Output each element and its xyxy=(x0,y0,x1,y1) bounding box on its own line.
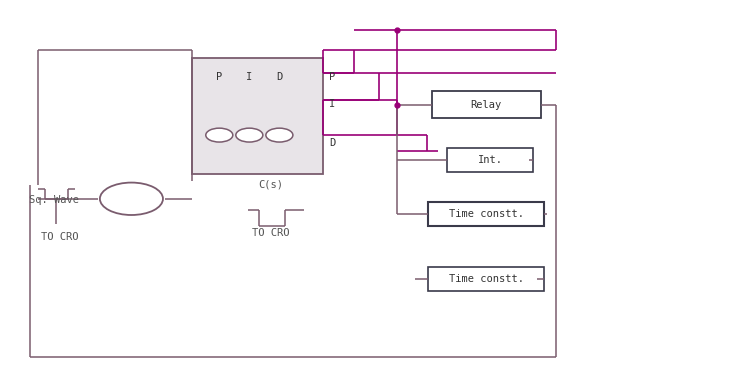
Text: I: I xyxy=(246,72,252,82)
Text: TO CRO: TO CRO xyxy=(252,228,289,238)
Text: Time constt.: Time constt. xyxy=(449,209,523,219)
Text: P: P xyxy=(329,72,335,82)
Text: I: I xyxy=(329,99,335,109)
Circle shape xyxy=(236,128,263,142)
Text: C(s): C(s) xyxy=(258,179,283,189)
FancyBboxPatch shape xyxy=(447,148,533,172)
Text: Int.: Int. xyxy=(478,155,502,165)
Text: TO CRO: TO CRO xyxy=(41,232,79,242)
FancyBboxPatch shape xyxy=(428,202,544,226)
Circle shape xyxy=(206,128,233,142)
FancyBboxPatch shape xyxy=(428,267,544,291)
Text: Time constt.: Time constt. xyxy=(449,274,523,284)
Circle shape xyxy=(266,128,293,142)
Text: D: D xyxy=(329,138,335,148)
FancyBboxPatch shape xyxy=(432,91,541,118)
FancyBboxPatch shape xyxy=(192,58,323,174)
Text: P: P xyxy=(216,72,222,82)
Text: Sq. Wave: Sq. Wave xyxy=(29,195,79,205)
Circle shape xyxy=(100,183,163,215)
Text: D: D xyxy=(276,72,282,82)
Text: Relay: Relay xyxy=(471,100,502,110)
